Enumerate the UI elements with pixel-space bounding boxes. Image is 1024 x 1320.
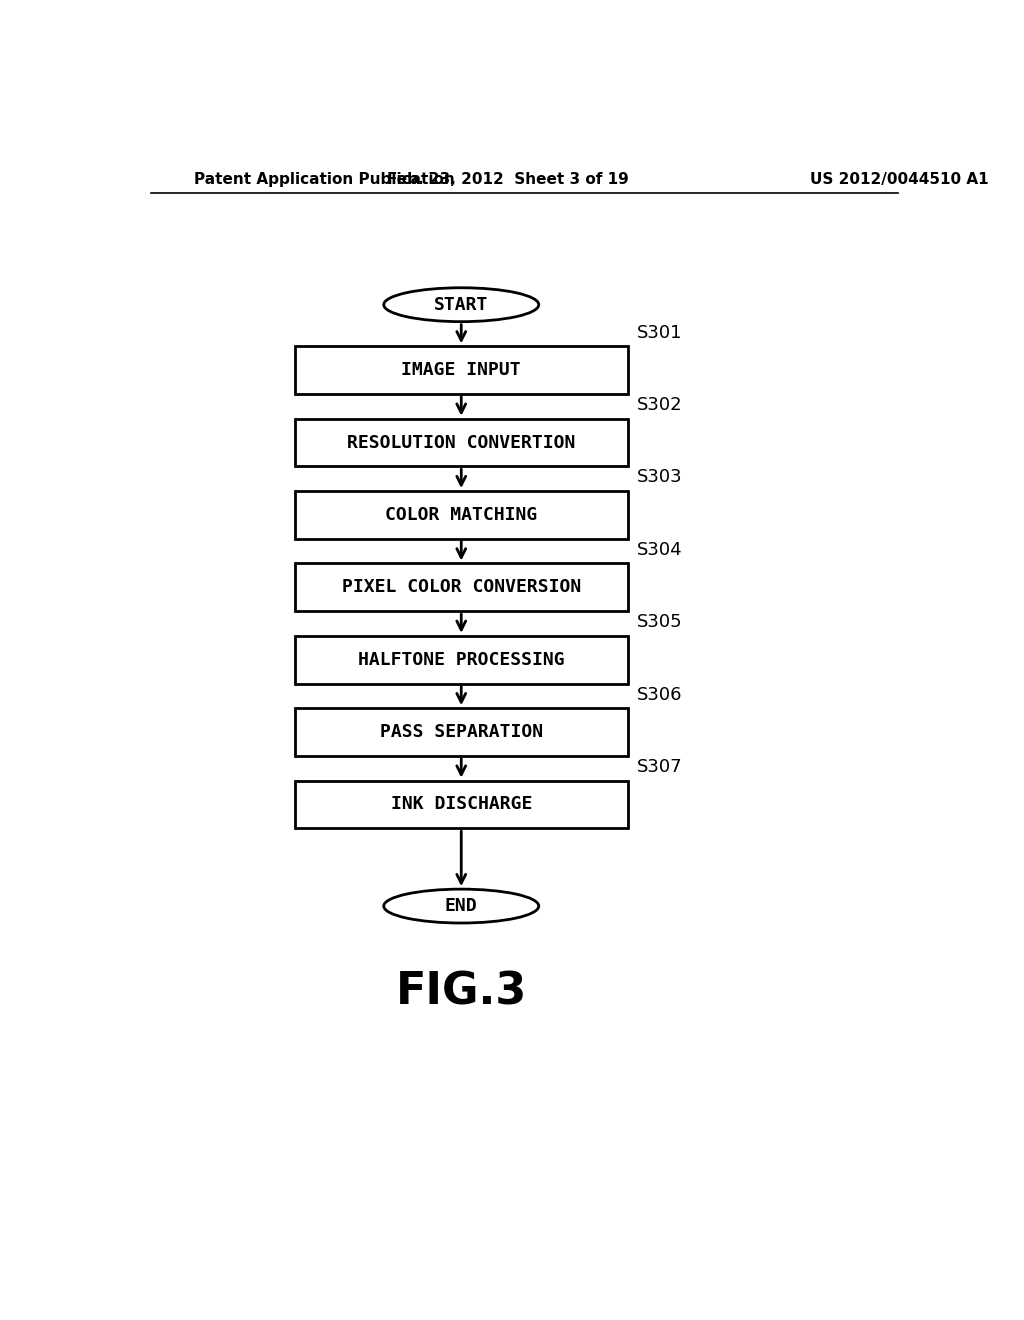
Text: S306: S306 — [637, 685, 683, 704]
Text: US 2012/0044510 A1: US 2012/0044510 A1 — [810, 173, 988, 187]
Bar — [295, 346, 628, 395]
Text: IMAGE INPUT: IMAGE INPUT — [401, 362, 521, 379]
Text: INK DISCHARGE: INK DISCHARGE — [390, 796, 531, 813]
Bar — [295, 708, 628, 756]
Text: COLOR MATCHING: COLOR MATCHING — [385, 506, 538, 524]
Ellipse shape — [384, 890, 539, 923]
Text: RESOLUTION CONVERTION: RESOLUTION CONVERTION — [347, 433, 575, 451]
Text: END: END — [445, 898, 477, 915]
Text: PASS SEPARATION: PASS SEPARATION — [380, 723, 543, 741]
Text: HALFTONE PROCESSING: HALFTONE PROCESSING — [358, 651, 564, 669]
Text: START: START — [434, 296, 488, 314]
Bar — [295, 564, 628, 611]
Text: PIXEL COLOR CONVERSION: PIXEL COLOR CONVERSION — [342, 578, 581, 597]
Text: S301: S301 — [637, 323, 683, 342]
Text: S303: S303 — [637, 469, 683, 487]
Text: S302: S302 — [637, 396, 683, 414]
Text: S304: S304 — [637, 541, 683, 558]
Text: FIG.3: FIG.3 — [395, 970, 527, 1014]
Text: Patent Application Publication: Patent Application Publication — [194, 173, 455, 187]
Ellipse shape — [384, 288, 539, 322]
Bar — [295, 780, 628, 829]
Text: S307: S307 — [637, 758, 683, 776]
Bar — [295, 418, 628, 466]
Bar — [295, 491, 628, 539]
Bar — [295, 636, 628, 684]
Text: Feb. 23, 2012  Sheet 3 of 19: Feb. 23, 2012 Sheet 3 of 19 — [387, 173, 629, 187]
Text: S305: S305 — [637, 614, 683, 631]
